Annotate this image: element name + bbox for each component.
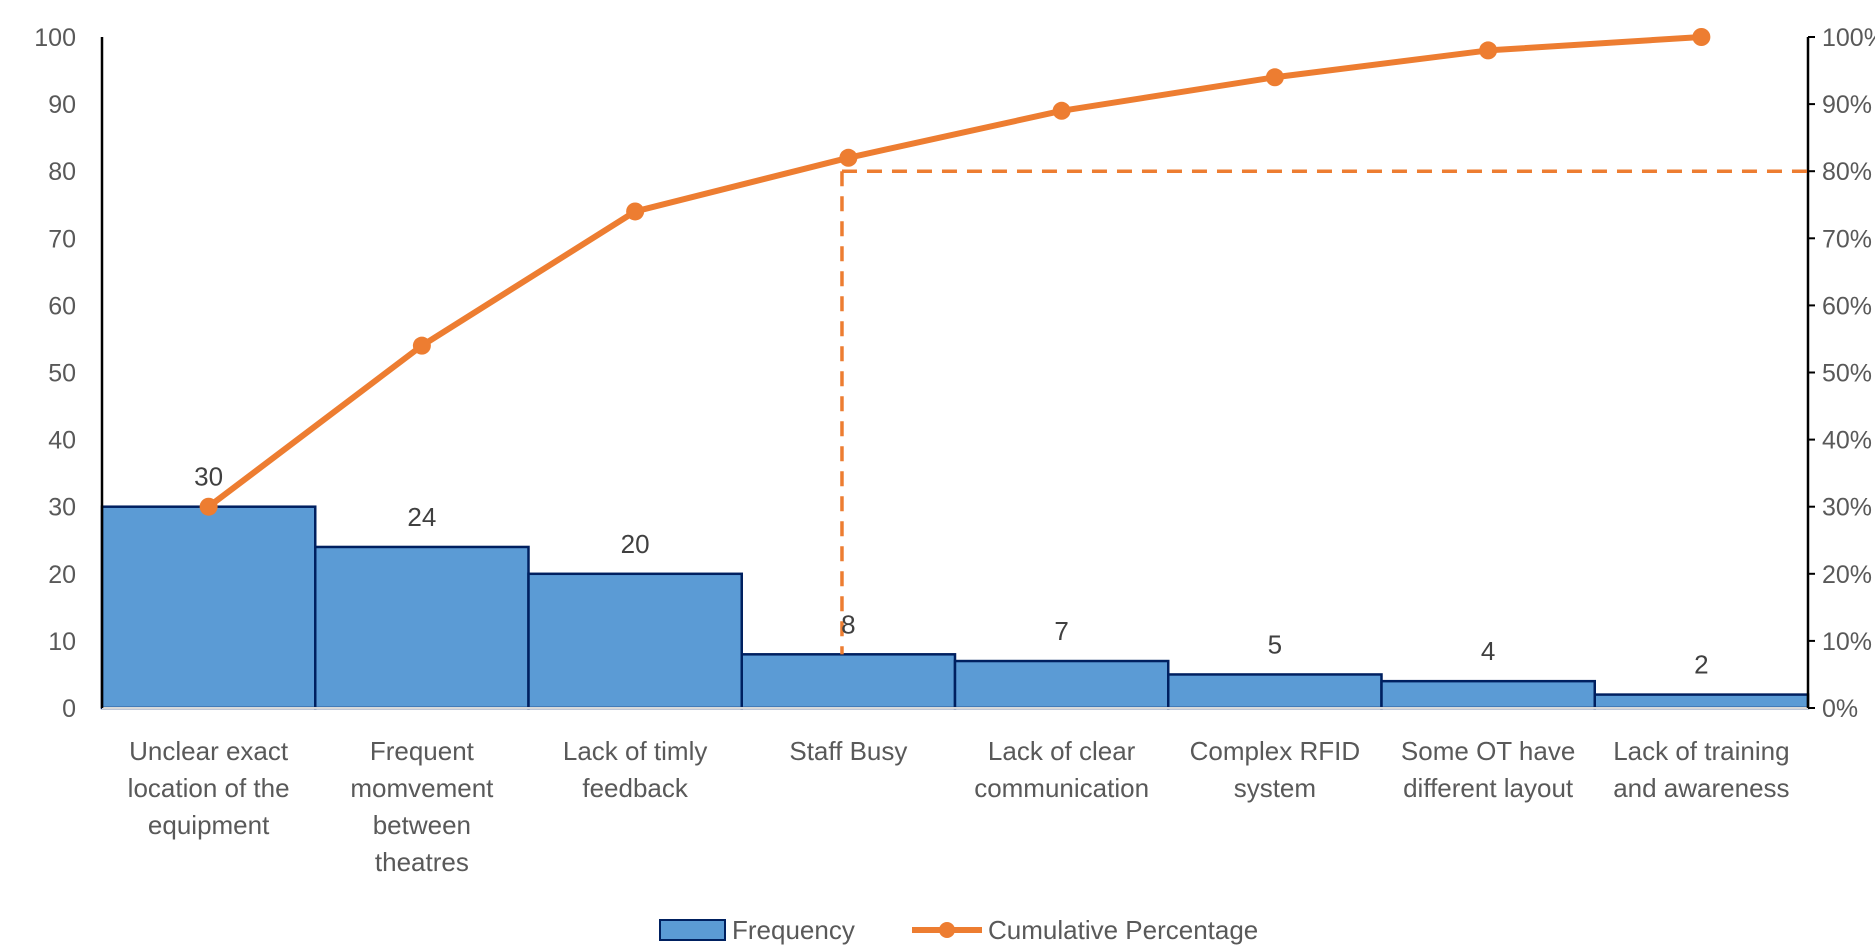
legend-cumulative-label: Cumulative Percentage: [988, 915, 1258, 945]
y-right-tick-label: 80%: [1822, 158, 1872, 186]
bars-layer: [100, 505, 1810, 710]
y-left-tick-label: 80: [48, 158, 76, 186]
y-left-tick-label: 100: [34, 24, 76, 52]
legend-frequency-swatch: [659, 919, 726, 941]
cumulative-point-8: [1692, 28, 1711, 46]
category-label-7: Some OT have different layout: [1401, 736, 1575, 803]
y-left-tick-label: 60: [48, 292, 76, 320]
y-right-tick-label: 50%: [1822, 360, 1872, 388]
y-right-tick-label: 20%: [1822, 561, 1872, 589]
category-label-5: Lack of clear communication: [974, 736, 1149, 803]
cumulative-point-7: [1479, 41, 1498, 60]
y-left-tick-label: 0: [62, 695, 76, 723]
reference-line-layer: [840, 169, 1808, 655]
legend-frequency-label: Frequency: [732, 915, 855, 945]
data-label-5: 7: [1054, 616, 1068, 646]
bar-3: [527, 572, 743, 710]
legend: Frequency Cumulative Percentage: [659, 915, 1258, 945]
bar-8: [1593, 693, 1810, 710]
category-label-6: Complex RFID system: [1190, 736, 1360, 803]
category-label-1: Unclear exact location of the equipment: [128, 736, 290, 840]
labels-layer: 0 10 20 30 40 50 60 70 80 90 100 0% 10% 20% 30% 40% 50% 6…: [34, 24, 1875, 877]
data-label-3: 20: [621, 529, 650, 559]
y-right-tick-label: 30%: [1822, 494, 1872, 522]
y-right-tick-label: 60%: [1822, 292, 1872, 320]
y-right-tick-label: 0%: [1822, 695, 1858, 723]
bar-1: [100, 505, 317, 710]
y-right-tick-label: 40%: [1822, 427, 1872, 455]
data-label-7: 4: [1481, 636, 1495, 666]
y-right-tick-label: 10%: [1822, 628, 1872, 656]
data-label-1: 30: [194, 462, 223, 492]
cumulative-point-5: [1052, 101, 1071, 120]
legend-cumulative-marker: [939, 922, 955, 938]
category-label-8: Lack of training and awareness: [1613, 736, 1789, 803]
y-right-tick-label: 90%: [1822, 91, 1872, 119]
cumulative-point-2: [412, 336, 431, 355]
category-label-3: Lack of timly feedback: [563, 736, 708, 803]
data-label-8: 2: [1694, 650, 1708, 680]
category-label-2: Frequent momvement between theatres: [350, 736, 494, 877]
cumulative-point-4: [839, 148, 858, 167]
y-left-tick-label: 50: [48, 360, 76, 388]
y-left-tick-label: 40: [48, 427, 76, 455]
data-label-2: 24: [407, 502, 436, 532]
data-label-6: 5: [1268, 629, 1282, 659]
bar-2: [314, 545, 530, 710]
data-label-4: 8: [841, 609, 855, 639]
bar-5: [953, 659, 1170, 710]
bar-6: [1167, 673, 1383, 710]
y-left-tick-label: 90: [48, 91, 76, 119]
cumulative-point-1: [199, 497, 218, 516]
cumulative-point-6: [1265, 68, 1284, 87]
y-left-tick-label: 30: [48, 494, 76, 522]
y-right-tick-label: 70%: [1822, 225, 1872, 253]
cumulative-point-3: [626, 202, 645, 221]
cumulative-line-layer: [199, 28, 1711, 516]
category-label-4: Staff Busy: [789, 736, 907, 766]
y-left-tick-label: 70: [48, 225, 76, 253]
y-left-tick-label: 10: [48, 628, 76, 656]
y-right-tick-label: 100%: [1822, 24, 1875, 52]
axes-layer: [100, 36, 1815, 709]
y-left-tick-label: 20: [48, 561, 76, 589]
cumulative-series-line: [206, 34, 1702, 510]
bar-4: [740, 653, 957, 710]
bar-7: [1380, 679, 1596, 710]
